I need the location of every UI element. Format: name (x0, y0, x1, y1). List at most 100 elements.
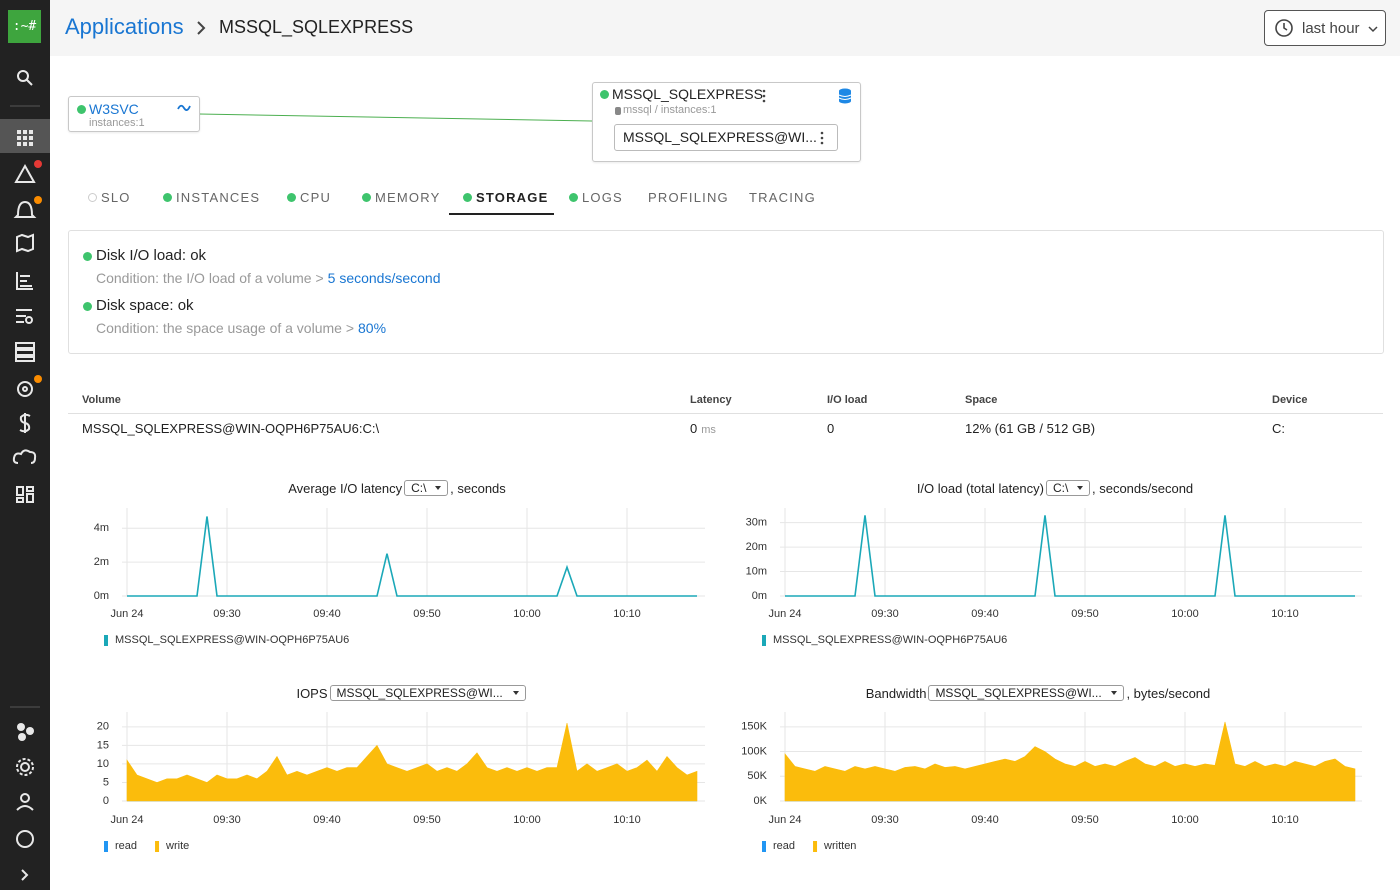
x-tick-label: 10:00 (513, 814, 541, 826)
chart-title-text: I/O load (total latency) (916, 480, 1044, 496)
tab[interactable]: PROFILING (648, 190, 729, 205)
x-tick-label: 09:30 (871, 608, 899, 620)
chart-selector[interactable]: MSSQL_SQLEXPRESS@WI... (928, 685, 1125, 701)
x-tick-label: 09:40 (971, 814, 999, 826)
tab-label: MEMORY (375, 190, 441, 205)
status-dot (77, 105, 86, 114)
chart-selector[interactable]: C:\ (1045, 480, 1090, 496)
x-tick-label: 10:10 (613, 608, 641, 620)
topology-node[interactable]: MSSQL_SQLEXPRESS mssql / instances:1 MSS… (592, 82, 861, 162)
sidebar-icons (0, 70, 50, 881)
x-tick-label: 10:10 (1271, 814, 1299, 826)
threshold-link[interactable]: 80% (358, 320, 387, 336)
tab[interactable]: LOGS (569, 190, 623, 205)
y-tick-label: 0m (752, 590, 767, 602)
status-dot (83, 302, 92, 311)
x-tick-label: 09:40 (971, 608, 999, 620)
check-title: Disk space: ok (96, 297, 194, 314)
status-dot (88, 193, 97, 202)
x-tick-label: 09:30 (213, 814, 241, 826)
chart-title-suffix: , seconds (450, 480, 506, 496)
x-tick-label: 10:00 (1171, 608, 1199, 620)
chart-title-text: Bandwidth (865, 685, 927, 701)
column-header: I/O load (827, 394, 868, 406)
time-range-button[interactable]: last hour (1264, 10, 1386, 46)
tab[interactable]: INSTANCES (163, 190, 260, 205)
checks-panel: Disk I/O load: ok Condition: the I/O load… (68, 230, 1384, 354)
tab-label: STORAGE (476, 190, 549, 205)
chart-title-text: Average I/O latency (288, 480, 403, 496)
topology-node[interactable]: W3SVC instances:1 (68, 96, 200, 132)
tab-label: LOGS (582, 190, 623, 205)
chart-selector[interactable]: C:\ (404, 480, 449, 496)
x-tick-label: 09:30 (871, 814, 899, 826)
tab[interactable]: CPU (287, 190, 331, 205)
legend-swatch (104, 841, 108, 852)
logo[interactable]: :~# (8, 10, 41, 43)
legend-swatch (104, 635, 108, 646)
series-area (126, 723, 698, 802)
legend-label: write (165, 840, 189, 852)
series-line (127, 516, 697, 597)
selector-value: C:\ (411, 481, 427, 495)
x-tick-label: 10:00 (1171, 814, 1199, 826)
selector-caret (1111, 691, 1118, 695)
sidebar: :~# (0, 0, 50, 890)
series-line (785, 515, 1355, 597)
menu-icon[interactable] (761, 89, 767, 103)
latency-unit: ms (701, 424, 716, 436)
x-tick-label: Jun 24 (110, 814, 143, 826)
y-tick-label: 50K (747, 770, 767, 782)
tab[interactable]: TRACING (749, 190, 816, 205)
legend-label: read (773, 840, 795, 852)
selector-value: MSSQL_SQLEXPRESS@WI... (336, 686, 503, 700)
check-condition: Condition: the space usage of a volume >… (96, 320, 386, 336)
tab[interactable]: SLO (88, 190, 131, 205)
chart-selector[interactable]: MSSQL_SQLEXPRESS@WI... (329, 685, 526, 701)
topology-links (198, 113, 593, 122)
node-name: W3SVC (89, 101, 139, 117)
threshold-link[interactable]: 5 seconds/second (327, 270, 441, 286)
status-dot (163, 193, 172, 202)
instance-chip[interactable]: MSSQL_SQLEXPRESS@WI... (614, 124, 838, 151)
status-dot (463, 193, 472, 202)
table-divider (68, 413, 1383, 414)
series-area (784, 721, 1356, 802)
breadcrumb-current: MSSQL_SQLEXPRESS (219, 17, 414, 37)
legend-label: written (823, 840, 856, 852)
breadcrumb-link[interactable]: Applications (65, 14, 184, 39)
y-tick-label: 0 (103, 795, 109, 807)
cell-volume: MSSQL_SQLEXPRESS@WIN-OQPH6P75AU6:C:\ (82, 421, 380, 436)
chevron-down (1368, 26, 1378, 33)
selector-caret (512, 691, 519, 695)
legend-swatch (813, 841, 818, 852)
chart-title-text: IOPS (296, 685, 328, 701)
column-header: Device (1272, 394, 1308, 406)
tab[interactable]: MEMORY (362, 190, 440, 205)
selector-caret (435, 486, 442, 490)
x-tick-label: 09:40 (313, 608, 341, 620)
x-tick-label: Jun 24 (768, 608, 801, 620)
node-icon (177, 104, 191, 111)
status-dot (569, 193, 578, 202)
chart-title-suffix: , bytes/second (1126, 685, 1211, 701)
tab[interactable]: STORAGE (463, 190, 548, 205)
tab-label: CPU (300, 190, 332, 205)
x-tick-label: Jun 24 (768, 814, 801, 826)
x-tick-label: 10:10 (613, 814, 641, 826)
menu-icon[interactable] (819, 131, 825, 145)
y-tick-label: 4m (94, 522, 109, 534)
tab-underline (449, 213, 554, 215)
x-tick-label: 10:10 (1271, 608, 1299, 620)
x-tick-label: 09:50 (1071, 608, 1099, 620)
status-dot (83, 252, 92, 261)
status-dot (362, 193, 371, 202)
cell-latency: 0 ms (690, 421, 716, 436)
tab-label: SLO (101, 190, 131, 205)
selector-caret (1076, 486, 1083, 490)
y-tick-label: 150K (741, 721, 767, 733)
y-tick-label: 10m (746, 565, 767, 577)
y-tick-label: 2m (94, 556, 109, 568)
legend-swatch (155, 841, 160, 852)
y-tick-label: 30m (746, 517, 767, 529)
